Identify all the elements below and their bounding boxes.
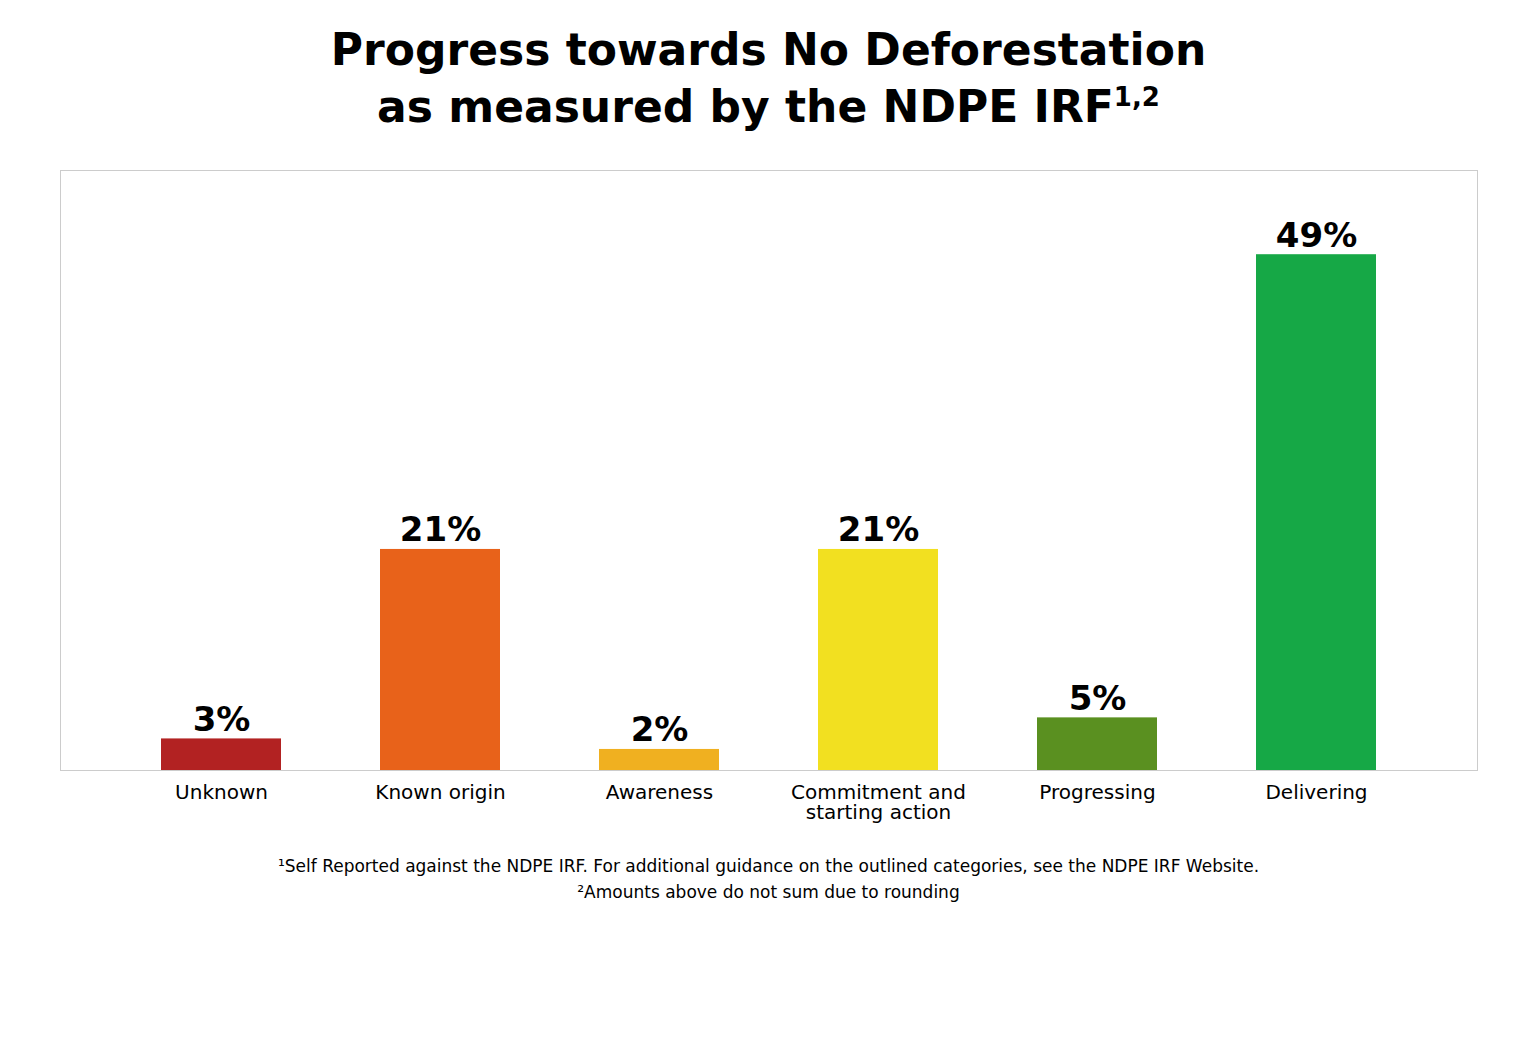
html-text:¹Self Reported against the NDP: ¹Self Reported against the NDPE IRF. For… — [278, 855, 1259, 876]
html-text:Progress towards No Deforestat: Progress towards No Deforestation — [330, 24, 1207, 75]
svg-text:5%: 5% — [1069, 677, 1127, 717]
svg-text:Delivering: Delivering — [1265, 779, 1367, 803]
svg-text:3%: 3% — [193, 699, 251, 739]
svg-text:Commitment andstarting action: Commitment andstarting action — [791, 779, 966, 823]
svg-text:Unknown: Unknown — [175, 779, 268, 803]
html-text:²Amounts above do not sum due: ²Amounts above do not sum due to roundin… — [577, 881, 960, 902]
html-text:as measured by the NDPE IRF1,2: as measured by the NDPE IRF1,2 — [377, 80, 1160, 132]
svg-text:Known origin: Known origin — [375, 779, 505, 803]
svg-text:21%: 21% — [838, 509, 919, 549]
svg-text:2%: 2% — [631, 709, 689, 749]
svg-text:Awareness: Awareness — [606, 779, 713, 803]
svg-text:Progressing: Progressing — [1039, 779, 1155, 803]
svg-text:49%: 49% — [1276, 214, 1357, 254]
svg-text:21%: 21% — [400, 509, 481, 549]
